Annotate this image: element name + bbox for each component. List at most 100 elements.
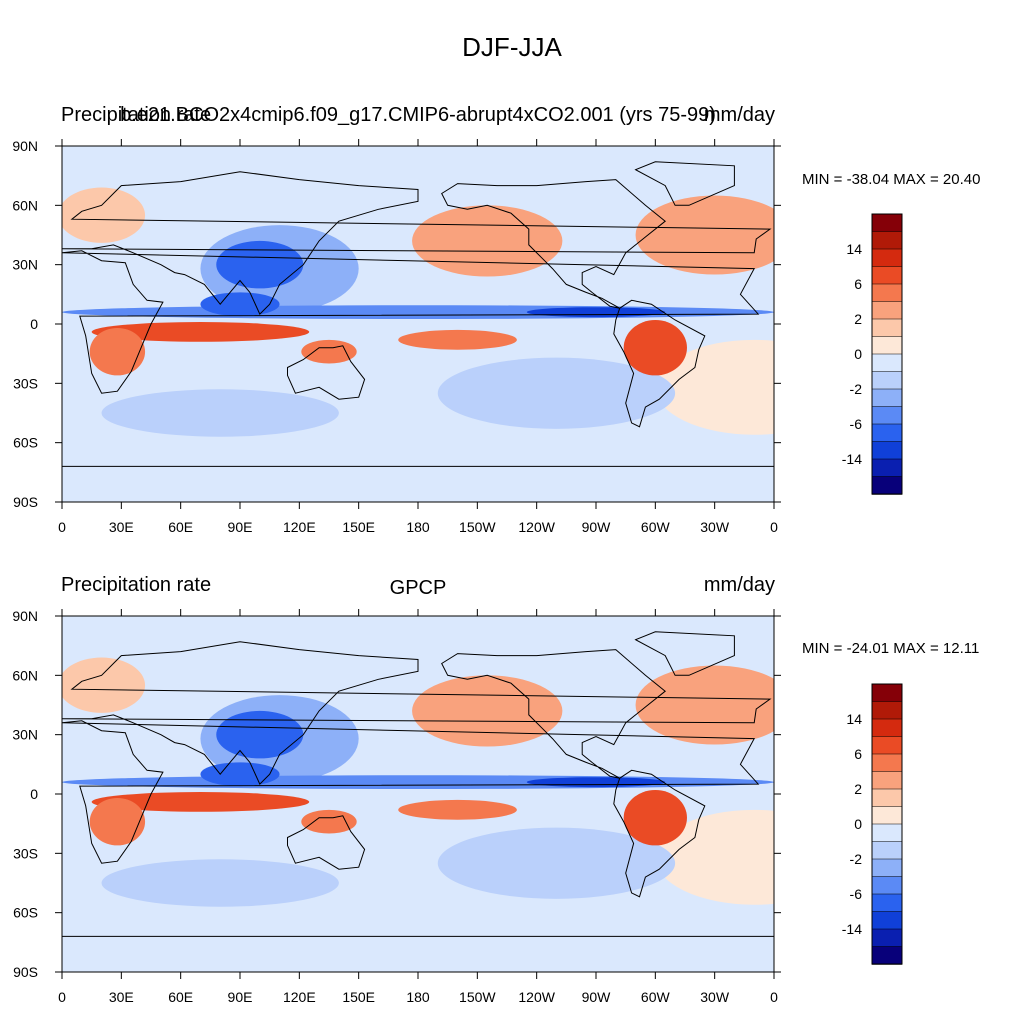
colorbar-swatch [871, 301, 903, 320]
colorbar-swatch [871, 318, 903, 338]
colorbar-label: -14 [842, 451, 862, 467]
y-tick-label: 90N [12, 138, 38, 154]
southern-ocean-warm-band [655, 339, 774, 435]
colorbar-swatch [871, 893, 903, 913]
colorbar-1: 14 6 2 0 -2 -6 -14 [842, 213, 903, 495]
colorbar-swatch [871, 946, 903, 965]
coastline [634, 161, 735, 206]
colorbar-swatch [871, 718, 903, 738]
x-tick-label: 150W [459, 519, 496, 535]
x-tick-label: 60W [641, 989, 671, 1005]
x-tick-label: 150W [459, 989, 496, 1005]
colorbar-swatch [871, 371, 903, 390]
x-tick-label: 180 [406, 519, 430, 535]
colorbar-2: 14 6 2 0 -2 -6 -14 [842, 683, 903, 965]
coastlines [62, 161, 774, 467]
y-tick-label: 60S [13, 435, 38, 451]
panel-2-case-label: GPCP [389, 577, 447, 599]
spcz-wet-band [398, 799, 517, 820]
south-pacific-dry-anomaly [437, 357, 676, 429]
north-atlantic-wet-anomaly [635, 665, 774, 745]
colorbar-swatch [871, 876, 903, 895]
europe-wet-anomaly [62, 187, 146, 243]
panel-1-units-label: mm/day [703, 104, 775, 126]
colorbar-swatch [871, 771, 903, 790]
x-tick-label: 60E [168, 519, 193, 535]
x-tick-label: 30E [109, 989, 134, 1005]
panel-1-case-label: b.e21.BCO2x4cmip6.f09_g17.CMIP6-abrupt4x… [120, 104, 716, 126]
colorbar-swatch [871, 423, 903, 443]
y-tick-label: 60S [13, 905, 38, 921]
x-tick-label: 0 [58, 519, 66, 535]
colorbar-label: 0 [854, 346, 862, 362]
north-atlantic-wet-anomaly [635, 195, 774, 275]
coastline [287, 815, 366, 870]
itcz-band [62, 775, 774, 790]
x-tick-label: 90E [228, 519, 253, 535]
y-tick-label: 90N [12, 608, 38, 624]
colorbar-swatch [871, 701, 903, 720]
colorbar-swatch [871, 406, 903, 425]
colorbar-label: 6 [854, 276, 862, 292]
coastline [62, 171, 772, 315]
y-tick-label: 90S [13, 964, 38, 980]
x-tick-label: 120W [518, 519, 555, 535]
coastline [62, 250, 760, 394]
colorbar-swatch [871, 283, 903, 303]
panel-1-min-max: MIN = -38.04 MAX = 20.40 [802, 171, 981, 188]
panel-2-variable-label: Precipitation rate [61, 574, 212, 596]
southern-indian-dry-anomaly [101, 859, 339, 907]
x-tick-label: 0 [770, 519, 778, 535]
east-pacific-itcz-core [526, 307, 666, 318]
colorbar-swatch [871, 476, 903, 495]
x-tick-label: 150E [342, 519, 375, 535]
colorbar-label: 2 [854, 311, 862, 327]
colorbar-swatch [871, 736, 903, 755]
colorbar-label: -14 [842, 921, 862, 937]
y-tick-label: 30S [13, 375, 38, 391]
colorbar-swatch [871, 231, 903, 250]
bay-of-bengal-core [200, 762, 280, 787]
colorbar-swatch [871, 788, 903, 808]
x-tick-label: 120E [283, 989, 316, 1005]
colorbar-frame [871, 213, 903, 495]
colorbar-label: -2 [850, 381, 863, 397]
x-tick-label: 30W [700, 989, 730, 1005]
colorbar-label: 14 [846, 711, 862, 727]
coastlines [62, 631, 774, 937]
coastline [613, 769, 706, 898]
colorbar-swatch [871, 928, 903, 948]
south-africa-wet-anomaly [89, 797, 146, 846]
precipitation-field [62, 631, 774, 937]
spcz-wet-band [398, 329, 517, 350]
colorbar-swatch [871, 458, 903, 478]
y-tick-label: 60N [12, 197, 38, 213]
panel-2-min-max: MIN = -24.01 MAX = 12.11 [802, 640, 980, 657]
coastline [62, 720, 760, 864]
x-tick-label: 0 [58, 989, 66, 1005]
y-tick-label: 30S [13, 845, 38, 861]
asian-monsoon-core [216, 710, 304, 759]
southern-indian-dry-anomaly [101, 389, 339, 437]
itcz-band [62, 305, 774, 320]
amazon-wet-anomaly [623, 790, 687, 846]
colorbar-swatch [871, 248, 903, 268]
colorbar-swatch [871, 388, 903, 408]
x-tick-label: 0 [770, 989, 778, 1005]
coastline [287, 345, 366, 400]
coastline [62, 641, 772, 785]
map-panel-2: 0 30E 60E 90E 120E 150E 180 150W 120W 90W 60W 30W 0 9… [12, 608, 781, 1005]
x-tick-label: 90W [582, 989, 612, 1005]
coastline [634, 631, 735, 676]
panel-2-units-label: mm/day [703, 574, 775, 596]
x-tick-label: 150E [342, 989, 375, 1005]
coastline [441, 649, 667, 779]
y-tick-label: 0 [30, 316, 38, 332]
y-tick-label: 90S [13, 494, 38, 510]
coastline [441, 179, 667, 309]
colorbar-swatch [871, 683, 903, 703]
coastline [613, 299, 706, 428]
colorbar-label: 6 [854, 746, 862, 762]
colorbar-label: -2 [850, 851, 863, 867]
